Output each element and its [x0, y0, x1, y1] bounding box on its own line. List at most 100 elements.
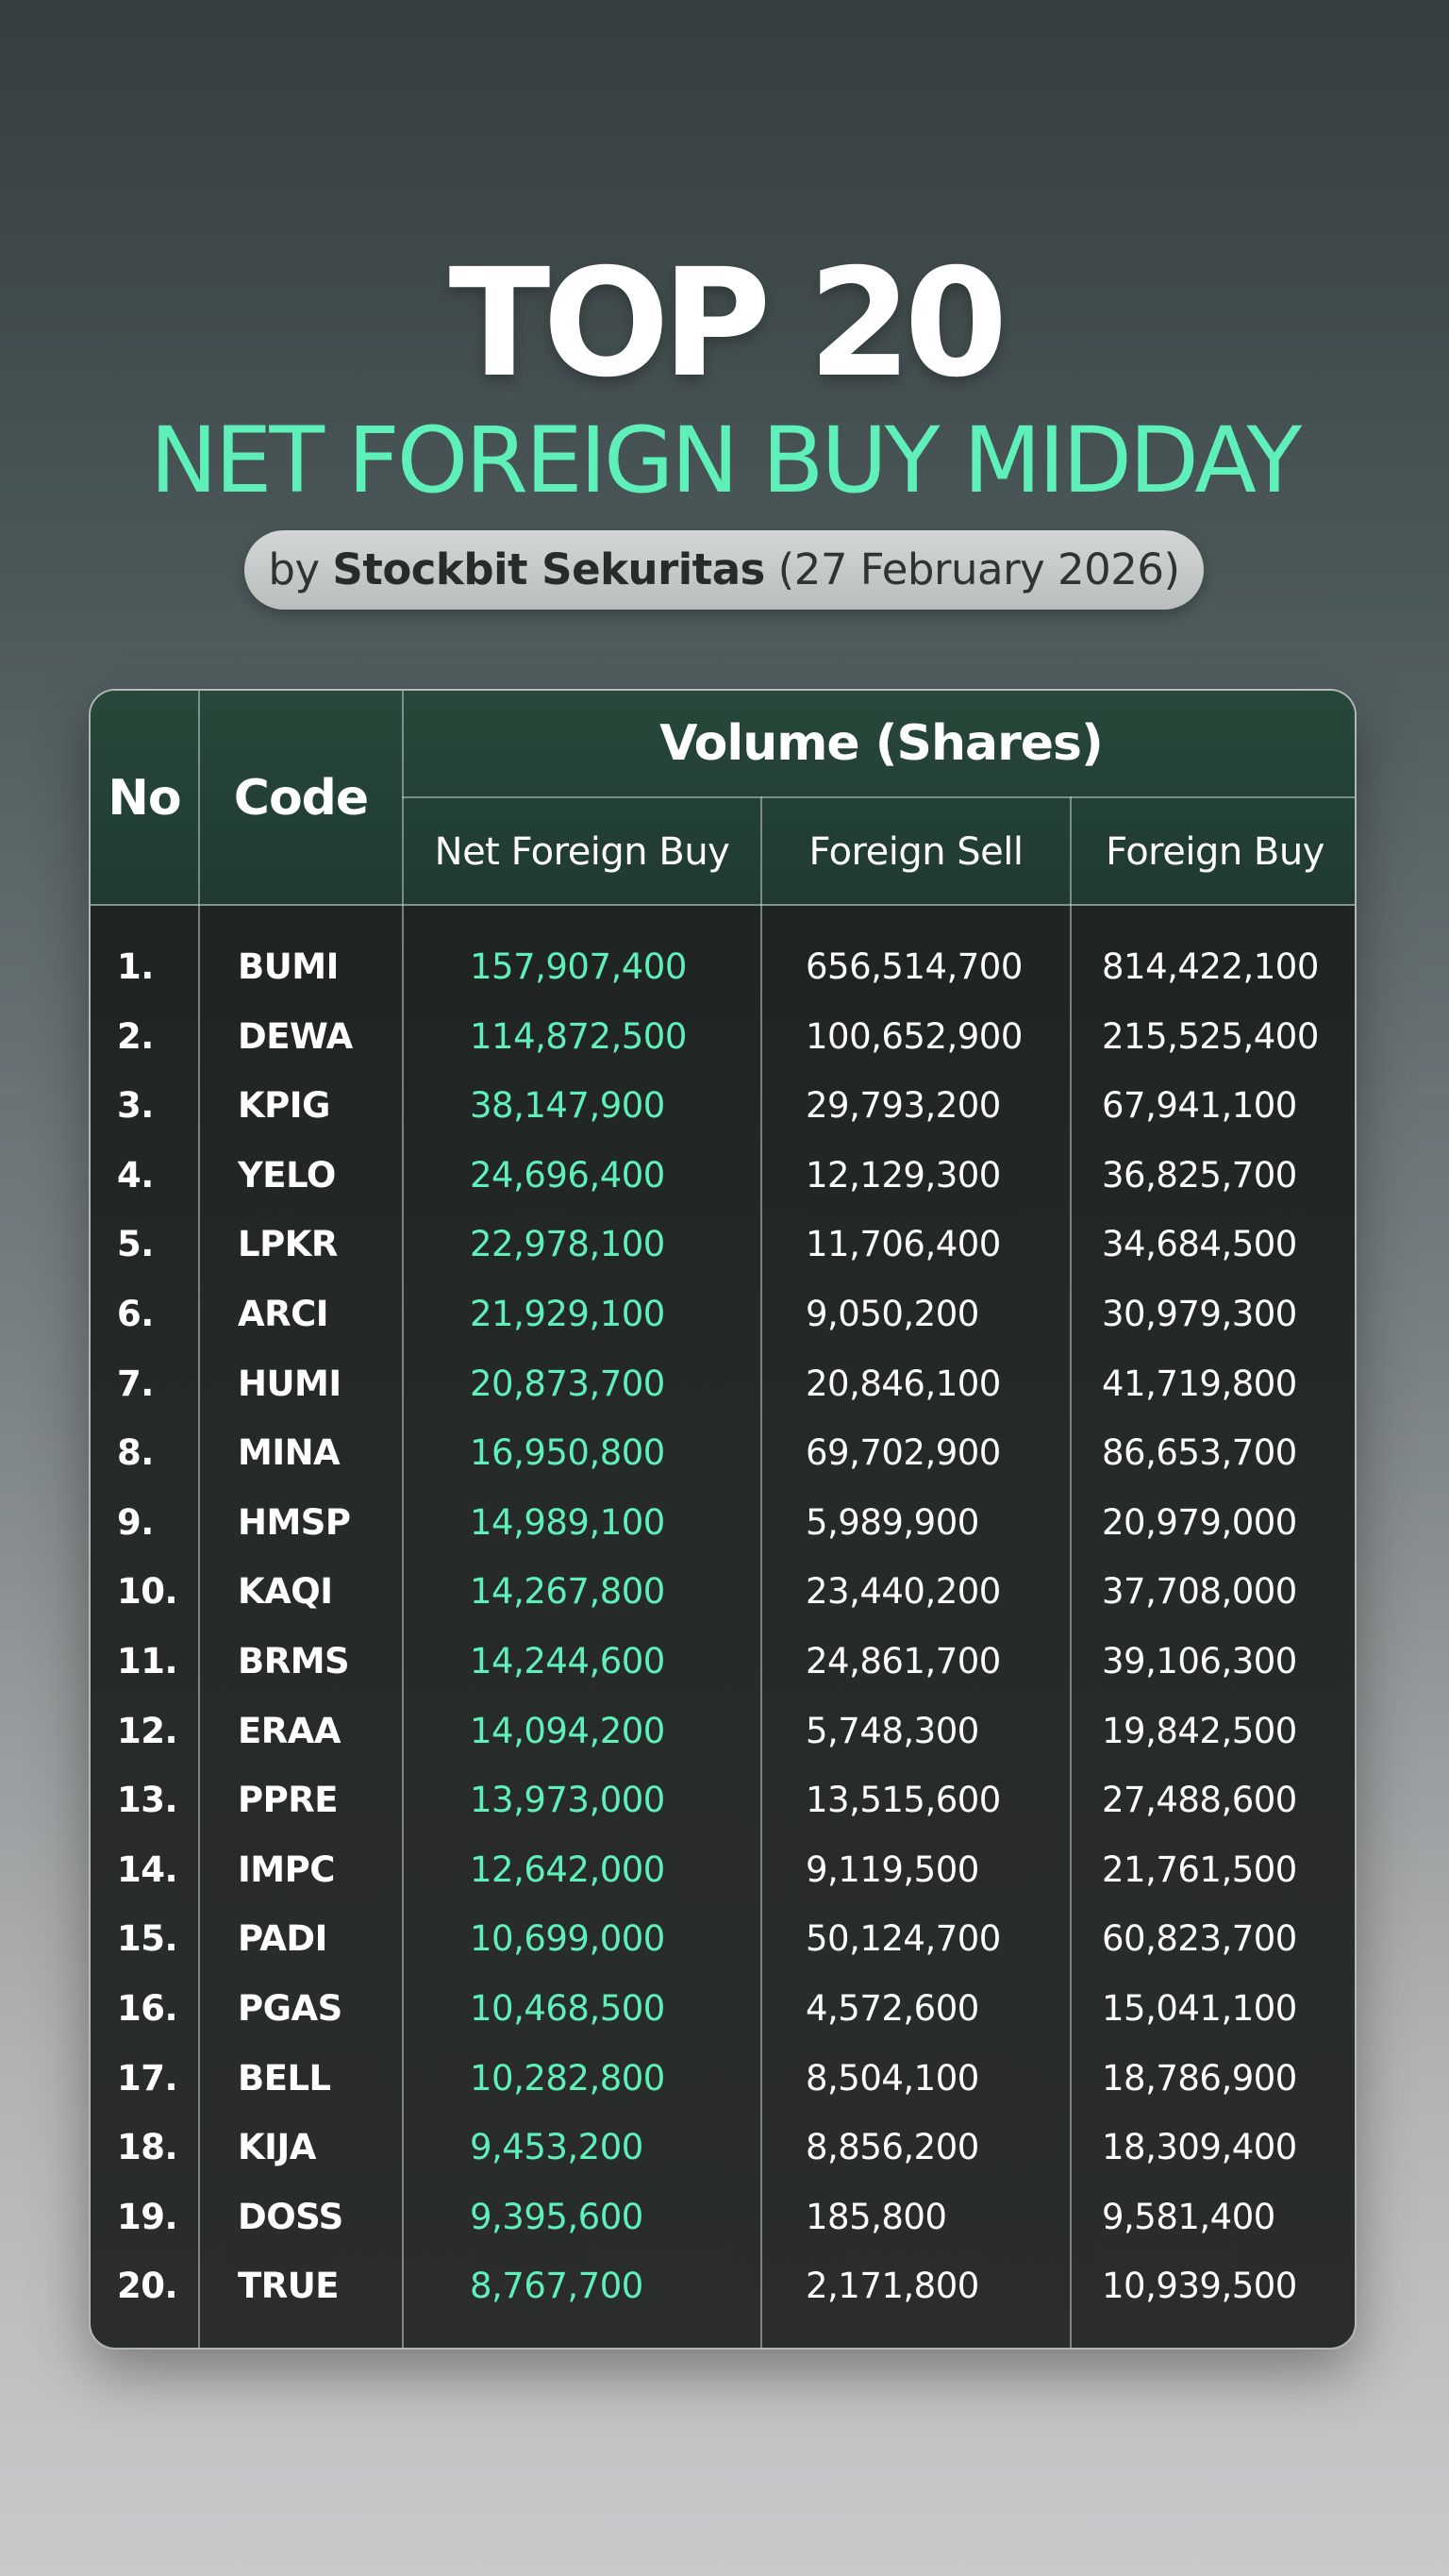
net-foreign-buy-value: 22,978,100	[470, 1224, 665, 1265]
table-row: 10. KAQI 14,267,800 23,440,200 37,708,000	[91, 1557, 1355, 1627]
foreign-sell-value: 9,119,500	[806, 1848, 979, 1890]
foreign-sell-value: 29,793,200	[806, 1085, 1001, 1127]
stock-code: HMSP	[238, 1501, 351, 1543]
stock-code: YELO	[238, 1154, 336, 1196]
stock-code: KAQI	[238, 1571, 333, 1613]
foreign-buy-value: 36,825,700	[1102, 1154, 1297, 1196]
byline-prefix: by	[268, 544, 320, 594]
stock-code: DOSS	[238, 2196, 343, 2237]
row-number: 1.	[117, 946, 154, 987]
net-foreign-buy-value: 21,929,100	[470, 1294, 665, 1334]
row-number: 18.	[117, 2127, 178, 2168]
foreign-buy-value: 21,761,500	[1102, 1848, 1297, 1890]
table-row: 9. HMSP 14,989,100 5,989,900 20,979,000	[91, 1488, 1355, 1558]
column-divider	[402, 691, 404, 2348]
foreign-buy-value: 60,823,700	[1102, 1918, 1297, 1960]
stock-code: IMPC	[238, 1848, 335, 1890]
foreign-buy-value: 18,309,400	[1102, 2127, 1297, 2168]
column-divider	[198, 691, 200, 2348]
row-number: 6.	[117, 1294, 154, 1334]
header-foreign-sell: Foreign Sell	[808, 830, 1024, 874]
header-no: No	[108, 770, 181, 827]
byline-brand: Stockbit Sekuritas	[332, 544, 765, 594]
foreign-sell-value: 185,800	[806, 2196, 947, 2237]
foreign-sell-value: 4,572,600	[806, 1988, 979, 2029]
table-row: 7. HUMI 20,873,700 20,846,100 41,719,800	[91, 1349, 1355, 1419]
net-foreign-buy-value: 114,872,500	[470, 1015, 687, 1057]
stock-code: KIJA	[238, 2127, 316, 2168]
row-number: 9.	[117, 1501, 154, 1543]
net-foreign-buy-value: 16,950,800	[470, 1432, 665, 1474]
foreign-sell-value: 100,652,900	[806, 1015, 1023, 1057]
row-number: 3.	[117, 1085, 154, 1127]
net-foreign-buy-value: 8,767,700	[470, 2266, 643, 2307]
foreign-buy-value: 9,581,400	[1102, 2196, 1275, 2237]
page-subtitle: NET FOREIGN BUY MIDDAY	[149, 408, 1302, 513]
foreign-buy-value: 814,422,100	[1102, 946, 1319, 987]
foreign-buy-value: 27,488,600	[1102, 1780, 1297, 1821]
row-number: 19.	[117, 2196, 178, 2237]
net-foreign-buy-value: 9,395,600	[470, 2196, 643, 2237]
net-foreign-buy-value: 24,696,400	[470, 1154, 665, 1196]
table-row: 4. YELO 24,696,400 12,129,300 36,825,700	[91, 1141, 1355, 1211]
net-foreign-buy-table: No Code Volume (Shares) Net Foreign Buy …	[89, 689, 1357, 2350]
net-foreign-buy-value: 38,147,900	[470, 1085, 665, 1127]
foreign-sell-value: 8,504,100	[806, 2057, 979, 2099]
net-foreign-buy-value: 13,973,000	[470, 1780, 665, 1821]
stock-code: KPIG	[238, 1085, 330, 1127]
stock-code: ERAA	[238, 1710, 341, 1751]
foreign-sell-value: 2,171,800	[806, 2266, 979, 2307]
byline-date: (27 February 2026)	[777, 544, 1180, 594]
row-number: 13.	[117, 1780, 178, 1821]
net-foreign-buy-value: 14,267,800	[470, 1571, 665, 1613]
stock-code: MINA	[238, 1432, 341, 1474]
foreign-buy-value: 20,979,000	[1102, 1501, 1297, 1543]
column-divider	[760, 796, 762, 2348]
foreign-sell-value: 5,989,900	[806, 1501, 979, 1543]
foreign-buy-value: 39,106,300	[1102, 1641, 1297, 1681]
stock-code: BRMS	[238, 1641, 350, 1681]
stock-code: ARCI	[238, 1294, 329, 1334]
row-number: 11.	[117, 1641, 178, 1681]
column-divider	[1070, 796, 1072, 2348]
foreign-buy-value: 10,939,500	[1102, 2266, 1297, 2307]
foreign-sell-value: 69,702,900	[806, 1432, 1001, 1474]
stock-code: BELL	[238, 2057, 331, 2099]
net-foreign-buy-value: 14,244,600	[470, 1641, 665, 1681]
foreign-sell-value: 11,706,400	[806, 1224, 1001, 1265]
table-row: 17. BELL 10,282,800 8,504,100 18,786,900	[91, 2044, 1355, 2114]
foreign-buy-value: 18,786,900	[1102, 2057, 1297, 2099]
row-number: 16.	[117, 1988, 178, 2029]
foreign-sell-value: 5,748,300	[806, 1710, 979, 1751]
stock-code: LPKR	[238, 1224, 338, 1265]
foreign-sell-value: 24,861,700	[806, 1641, 1001, 1681]
stock-code: HUMI	[238, 1363, 341, 1404]
table-row: 19. DOSS 9,395,600 185,800 9,581,400	[91, 2183, 1355, 2252]
net-foreign-buy-value: 10,699,000	[470, 1918, 665, 1960]
foreign-buy-value: 37,708,000	[1102, 1571, 1297, 1613]
table-row: 3. KPIG 38,147,900 29,793,200 67,941,100	[91, 1071, 1355, 1141]
net-foreign-buy-value: 20,873,700	[470, 1363, 665, 1404]
foreign-sell-value: 8,856,200	[806, 2127, 979, 2168]
row-number: 8.	[117, 1432, 154, 1474]
net-foreign-buy-value: 14,989,100	[470, 1501, 665, 1543]
row-number: 17.	[117, 2057, 178, 2099]
table-row: 20. TRUE 8,767,700 2,171,800 10,939,500	[91, 2251, 1355, 2321]
table-row: 1. BUMI 157,907,400 656,514,700 814,422,100	[91, 932, 1355, 1002]
foreign-buy-value: 19,842,500	[1102, 1710, 1297, 1751]
net-foreign-buy-value: 14,094,200	[470, 1710, 665, 1751]
header-net-foreign-buy: Net Foreign Buy	[434, 830, 730, 874]
header-volume-group: Volume (Shares)	[659, 715, 1103, 772]
foreign-buy-value: 41,719,800	[1102, 1363, 1297, 1404]
row-number: 15.	[117, 1918, 178, 1960]
header-divider	[402, 796, 1355, 798]
table-row: 14. IMPC 12,642,000 9,119,500 21,761,500	[91, 1835, 1355, 1905]
foreign-sell-value: 656,514,700	[806, 946, 1023, 987]
table-row: 11. BRMS 14,244,600 24,861,700 39,106,300	[91, 1627, 1355, 1697]
net-foreign-buy-value: 12,642,000	[470, 1848, 665, 1890]
foreign-buy-value: 67,941,100	[1102, 1085, 1297, 1127]
foreign-buy-value: 86,653,700	[1102, 1432, 1297, 1474]
row-number: 2.	[117, 1015, 154, 1057]
row-number: 20.	[117, 2266, 178, 2307]
foreign-buy-value: 215,525,400	[1102, 1015, 1319, 1057]
